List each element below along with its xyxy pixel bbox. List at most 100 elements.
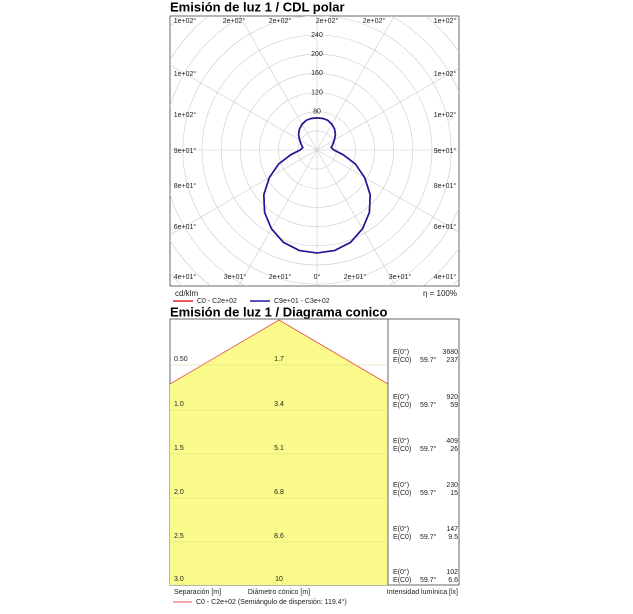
legend-label: C9e+01 - C3e+02 <box>274 298 330 305</box>
angle-label: 3e+01° <box>389 273 412 281</box>
diameter: 8.6 <box>274 533 284 540</box>
diameter: 3.4 <box>274 401 284 408</box>
ring <box>259 92 375 208</box>
separation: 0.50 <box>174 356 188 363</box>
legend-label: C0 - C2e+02 <box>197 298 237 305</box>
radial-tick-label: 80 <box>313 109 321 116</box>
ring <box>182 16 452 285</box>
diameter: 6.8 <box>274 489 284 496</box>
separation: 2.0 <box>174 489 184 496</box>
separation: 1.0 <box>174 401 184 408</box>
ec0-value: 59 <box>450 402 458 409</box>
e0-label: E(0°) <box>393 437 409 445</box>
unit: cd/klm <box>175 289 198 298</box>
angle-label: 8e+01° <box>174 182 197 190</box>
ec0-label: E(C0) <box>393 490 411 497</box>
angle: 59.7° <box>420 576 437 584</box>
ring <box>278 111 356 189</box>
ring <box>220 53 414 247</box>
spoke <box>316 149 396 286</box>
diameter: 10 <box>275 576 283 583</box>
angle-label: 1e+02° <box>174 70 197 78</box>
spoke <box>170 64 318 151</box>
ec0-label: E(C0) <box>393 357 411 364</box>
angle-label: 2e+01° <box>269 273 292 281</box>
radial-tick-label: 240 <box>311 32 323 39</box>
e0-value: 920 <box>446 394 458 401</box>
polar-curves <box>262 117 372 254</box>
cone-edge <box>169 319 389 385</box>
angle-label: 2e+02° <box>363 17 386 25</box>
spoke <box>239 16 318 151</box>
angle-label: 1e+02° <box>434 70 457 78</box>
angle: 59.7° <box>420 445 437 453</box>
intensity-curve <box>262 117 318 254</box>
angle: 59.7° <box>420 489 437 497</box>
spoke <box>316 16 395 151</box>
ec0-label: E(C0) <box>393 402 411 409</box>
angle: 59.7° <box>420 356 437 364</box>
footer-diameter: Diámetro cónico [m] <box>248 589 310 596</box>
spoke <box>170 149 318 236</box>
e0-value: 3680 <box>442 349 458 356</box>
angle-label: 2e+02° <box>316 17 339 25</box>
angle-label: 1e+02° <box>174 17 197 25</box>
e0-label: E(0°) <box>393 348 409 356</box>
radial-tick-label: 200 <box>311 51 323 58</box>
diameter: 1.7 <box>274 356 284 363</box>
ec0-label: E(C0) <box>393 534 411 541</box>
ec0-value: 26 <box>450 446 458 453</box>
angle-label: 4e+01° <box>174 273 197 281</box>
polar-title: Emisión de luz 1 / CDL polar <box>170 0 345 14</box>
diameter: 5.1 <box>274 445 284 452</box>
e0-value: 409 <box>446 438 458 445</box>
angle-label: 2e+01° <box>344 273 367 281</box>
angle-label: 6e+01° <box>434 223 457 231</box>
e0-value: 102 <box>446 569 458 576</box>
angle-label: 9e+01° <box>174 147 197 155</box>
ec0-value: 6.6 <box>448 577 458 584</box>
e0-label: E(0°) <box>393 481 409 489</box>
ec0-value: 9.5 <box>448 534 458 541</box>
cone-area <box>170 320 388 585</box>
angle-label: 2e+02° <box>269 17 292 25</box>
efficiency: η = 100% <box>423 289 457 298</box>
angle-label: 9e+01° <box>434 147 457 155</box>
intensity-curve <box>316 117 372 254</box>
e0-label: E(0°) <box>393 393 409 401</box>
e0-label: E(0°) <box>393 568 409 576</box>
angle-label: 1e+02° <box>434 17 457 25</box>
angle-label: 1e+02° <box>174 111 197 119</box>
angle-label: 4e+01° <box>434 273 457 281</box>
ec0-value: 237 <box>446 357 458 364</box>
angle: 59.7° <box>420 533 437 541</box>
cone-legend: C0 - C2e+02 (Semiángulo de dispersión: 1… <box>196 598 347 606</box>
separation: 2.5 <box>174 533 184 540</box>
ring <box>201 34 433 266</box>
ring <box>297 130 337 170</box>
polar-grid <box>170 16 459 286</box>
radial-tick-label: 120 <box>311 89 323 96</box>
e0-label: E(0°) <box>393 525 409 533</box>
ec0-label: E(C0) <box>393 446 411 453</box>
spoke <box>238 149 318 286</box>
ring <box>240 73 394 227</box>
e0-value: 147 <box>446 526 458 533</box>
angle: 59.7° <box>420 401 437 409</box>
angle-label: 6e+01° <box>174 223 197 231</box>
separation: 3.0 <box>174 576 184 583</box>
angle-label: 1e+02° <box>434 111 457 119</box>
angle-label: 0° <box>314 273 321 281</box>
radial-tick-label: 160 <box>311 70 323 77</box>
separation: 1.5 <box>174 445 184 452</box>
cone-title: Emisión de luz 1 / Diagrama conico <box>170 304 388 319</box>
ec0-label: E(C0) <box>393 577 411 584</box>
angle-label: 8e+01° <box>434 182 457 190</box>
angle-label: 3e+01° <box>224 273 247 281</box>
spoke <box>316 67 459 151</box>
e0-value: 230 <box>446 482 458 489</box>
angle-label: 2e+02° <box>223 17 246 25</box>
ec0-value: 15 <box>450 490 458 497</box>
